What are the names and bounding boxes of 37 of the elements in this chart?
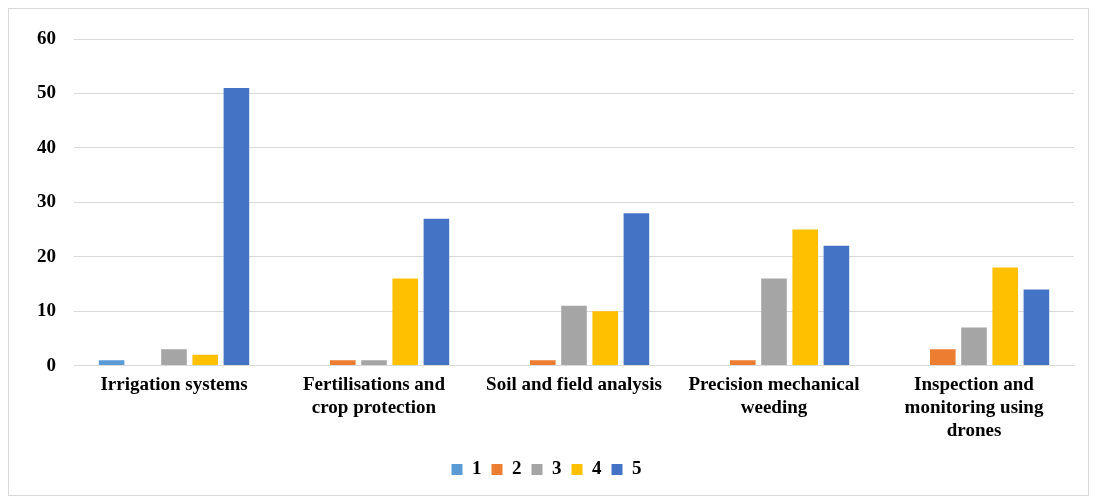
bar: [623, 213, 650, 366]
y-tick-label: 0: [46, 353, 56, 375]
bar: [223, 87, 250, 366]
bar: [761, 278, 787, 366]
y-tick-label: 30: [37, 190, 56, 212]
bar: [330, 360, 356, 366]
y-tick-label: 50: [37, 81, 56, 103]
bar: [530, 360, 556, 366]
bar: [392, 278, 418, 366]
bar: [361, 360, 387, 366]
legend-label: 3: [552, 457, 562, 479]
bar: [792, 229, 818, 366]
bar: [98, 360, 125, 366]
bar: [1023, 289, 1050, 366]
legend-label: 2: [512, 457, 522, 479]
bar: [823, 245, 850, 366]
bar: [192, 354, 218, 366]
x-tick-label: Soil and field analysis: [486, 372, 662, 394]
bar: [561, 305, 587, 366]
x-tick-label: Inspection and monitoring using drones: [904, 372, 1044, 440]
bar: [730, 360, 756, 366]
bar: [161, 349, 187, 366]
bar: [992, 267, 1018, 366]
bar: [930, 349, 956, 366]
legend-label: 1: [472, 457, 482, 479]
x-tick-label: Irrigation systems: [100, 372, 248, 394]
legend-label: 4: [592, 457, 602, 479]
y-tick-label: 60: [37, 26, 56, 48]
bar: [961, 327, 987, 366]
y-tick-label: 10: [37, 299, 56, 321]
y-tick-label: 20: [37, 244, 56, 266]
bar: [592, 311, 618, 366]
y-tick-label: 40: [37, 135, 56, 157]
x-tick-label: Precision mechanical weeding: [688, 372, 860, 417]
x-tick-label: Fertilisations and crop protection: [303, 372, 446, 417]
bar: [423, 218, 450, 366]
legend-label: 5: [632, 457, 642, 479]
